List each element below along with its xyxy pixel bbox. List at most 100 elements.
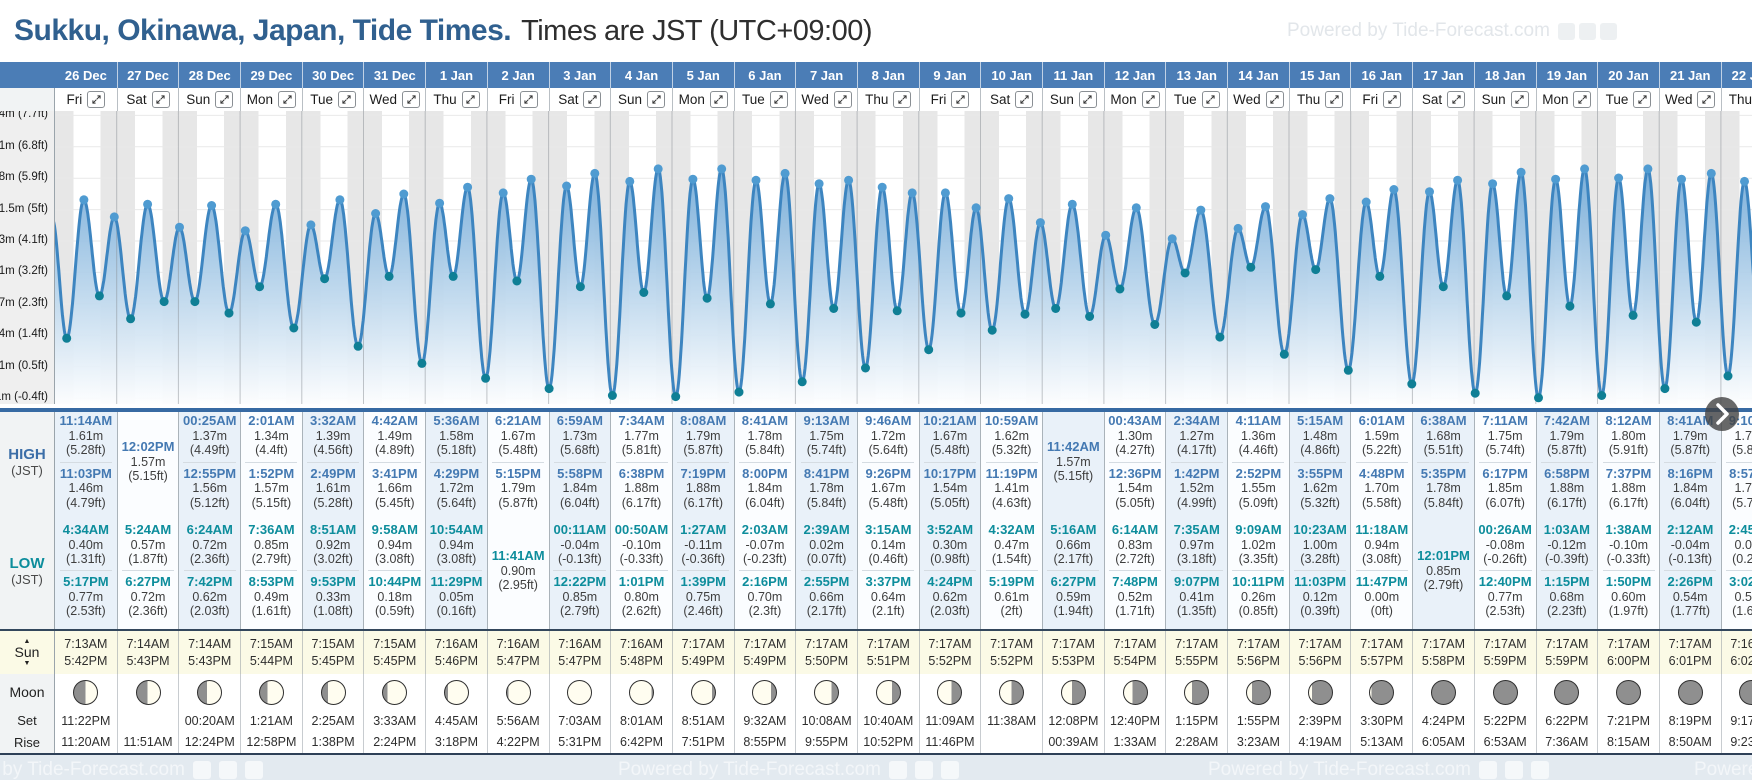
high-tide-time: 6:59AM — [556, 413, 603, 429]
expand-day-icon[interactable] — [1141, 91, 1160, 108]
watermark-icon — [1478, 761, 1497, 779]
expand-day-icon[interactable] — [1383, 91, 1402, 108]
tide-height-ft: (0.85ft) — [1238, 604, 1279, 619]
expand-day-icon[interactable] — [833, 91, 852, 108]
sunrise-time: 7:17AM — [990, 636, 1034, 651]
low-tide-entry: 00:11AM -0.04m (-0.13ft) — [553, 522, 606, 566]
footer-watermark: Powered by Tide-Forecast.com — [0, 759, 263, 780]
moon-cell — [1658, 674, 1721, 710]
low-tide-entry: 2:45AM0.07m(0.23ft) — [1729, 522, 1752, 566]
high-tide-time: 12:36PM — [1108, 465, 1162, 481]
sun-row-label[interactable]: ▲ Sun ▼ — [0, 631, 55, 674]
sunrise-time: 7:17AM — [1298, 636, 1342, 651]
y-axis: 2.4m (7.7ft) 2.1m (6.8ft) 1.8m (5.9ft) 1.5m… — [0, 111, 55, 404]
expand-day-icon[interactable] — [519, 91, 538, 108]
high-tide-cell: 8:41AM 1.79m (5.87ft) 8:16PM 1.84m (6.04ft) — [1658, 412, 1721, 512]
tide-height-m: 1.49m — [377, 429, 413, 443]
expand-day-icon[interactable] — [893, 91, 912, 108]
moonset-time: 11:38AM — [987, 713, 1037, 728]
low-tide-cell: 2:12AM -0.04m (-0.13ft) 2:26PM 0.54m (1.77ft) — [1658, 512, 1721, 629]
high-tide-entry: 11:03PM 1.46m (4.79ft) — [59, 461, 112, 510]
low-tide-entry: 5:17PM 0.77m (2.53ft) — [59, 570, 112, 618]
sun-cell: 7:17AM 5:49PM — [671, 631, 734, 674]
high-tide-entry: 4:42AM 1.49m (4.89ft) — [372, 413, 418, 457]
high-tide-time: 11:03PM — [59, 465, 112, 481]
expand-day-icon[interactable] — [1015, 91, 1034, 108]
high-tide-time: 8:08AM — [680, 413, 727, 429]
expand-day-icon[interactable] — [1573, 91, 1592, 108]
low-tide-time: 2:12AM — [1667, 521, 1714, 537]
moonset-cell: 1:15PM — [1165, 710, 1227, 731]
tide-height-m: 0.77m — [68, 589, 104, 604]
tide-height-m: 1.79m — [685, 429, 721, 443]
moonrise-cell: 7:51PM — [671, 731, 734, 753]
low-tide-entry: 10:23AM 1.00m (3.28ft) — [1293, 522, 1346, 566]
low-tide-entry: 6:27PM 0.59m (1.94ft) — [1047, 570, 1100, 618]
expand-day-icon[interactable] — [1447, 91, 1466, 108]
sun-cell: 7:14AM 5:43PM — [116, 631, 179, 674]
sunset-time: 5:59PM — [1483, 653, 1527, 668]
moonset-time: 3:33AM — [373, 713, 417, 728]
low-tide-entry: 1:27AM -0.11m (-0.36ft) — [680, 522, 726, 566]
expand-day-icon[interactable] — [1325, 91, 1344, 108]
date-header: 14 Jan — [1227, 62, 1289, 88]
sunset-time: 5:49PM — [743, 653, 787, 668]
expand-day-icon[interactable] — [1510, 91, 1529, 108]
tide-height-m: 1.54m — [1117, 481, 1153, 496]
low-tide-time: 6:27PM — [1050, 574, 1097, 589]
moonset-cell: 7:21PM — [1597, 710, 1659, 731]
expand-day-icon[interactable] — [151, 91, 170, 108]
high-tide-entry: 7:37PM 1.88m (6.17ft) — [1602, 461, 1655, 510]
date-header: 6 Jan — [733, 62, 796, 88]
high-tide-time: 6:17PM — [1482, 465, 1528, 481]
weekday-label: Tue — [1605, 92, 1629, 107]
moonset-time: 00:20AM — [184, 713, 235, 728]
moonrise-cell: 7:36AM — [1535, 731, 1598, 753]
expand-day-icon[interactable] — [951, 91, 970, 108]
expand-day-icon[interactable] — [1633, 91, 1652, 108]
high-tide-cell: 10:59AM 1.62m (5.32ft) 11:19PM 1.41m (4.63ft) — [980, 412, 1042, 512]
expand-day-icon[interactable] — [769, 91, 788, 108]
next-days-button[interactable] — [1704, 396, 1740, 432]
tide-height-m: 1.27m — [1179, 429, 1215, 443]
sunset-time: 5:47PM — [496, 653, 540, 668]
tide-height-ft: (1.64ft) — [1732, 604, 1752, 619]
tide-height-m: 0.41m — [1179, 589, 1215, 604]
expand-day-icon[interactable] — [1201, 91, 1220, 108]
tide-height-ft: (4.86ft) — [1300, 443, 1340, 458]
tide-height-m: 0.85m — [254, 537, 289, 552]
expand-day-icon[interactable] — [647, 91, 666, 108]
expand-day-icon[interactable] — [337, 91, 356, 108]
expand-day-icon[interactable] — [278, 91, 297, 108]
tide-height-m: 1.67m — [870, 481, 906, 496]
expand-day-icon[interactable] — [87, 91, 106, 108]
expand-day-icon[interactable] — [402, 91, 421, 108]
expand-day-icon[interactable] — [461, 91, 480, 108]
moon-cell — [733, 674, 796, 710]
low-label: LOW — [9, 554, 45, 572]
moonset-cell: 8:19PM — [1658, 710, 1721, 731]
moonrise-cell: 9:23AM — [1720, 731, 1752, 753]
high-tide-entry: 00:43AM 1.30m (4.27ft) — [1108, 413, 1161, 457]
low-tide-entry: 3:37PM 0.64m (2.1ft) — [862, 570, 915, 618]
sun-cell: 7:17AM 5:56PM — [1288, 631, 1351, 674]
sun-cell: 7:16AM 5:47PM — [548, 631, 611, 674]
expand-day-icon[interactable] — [709, 91, 728, 108]
high-tide-time: 5:58PM — [557, 465, 603, 481]
moon-cell — [240, 674, 302, 710]
date-header: 11 Jan — [1042, 62, 1104, 88]
weekday-label: Tue — [742, 92, 765, 107]
weekday-cell: Wed — [795, 88, 857, 111]
tide-height-m: 0.64m — [870, 589, 906, 604]
expand-day-icon[interactable] — [1697, 91, 1716, 108]
high-tide-cell: 00:43AM 1.30m (4.27ft) 12:36PM 1.54m (5.05ft) — [1103, 412, 1166, 512]
sunset-time: 5:54PM — [1113, 653, 1157, 668]
expand-day-icon[interactable] — [215, 91, 234, 108]
expand-day-icon[interactable] — [1078, 91, 1097, 108]
high-tide-time: 8:16PM — [1667, 465, 1713, 481]
sunset-time: 5:47PM — [558, 653, 602, 668]
expand-day-icon[interactable] — [1265, 91, 1284, 108]
expand-day-icon[interactable] — [583, 91, 602, 108]
watermark-icon — [1530, 761, 1549, 779]
tide-height-ft: (5.64ft) — [868, 443, 909, 458]
